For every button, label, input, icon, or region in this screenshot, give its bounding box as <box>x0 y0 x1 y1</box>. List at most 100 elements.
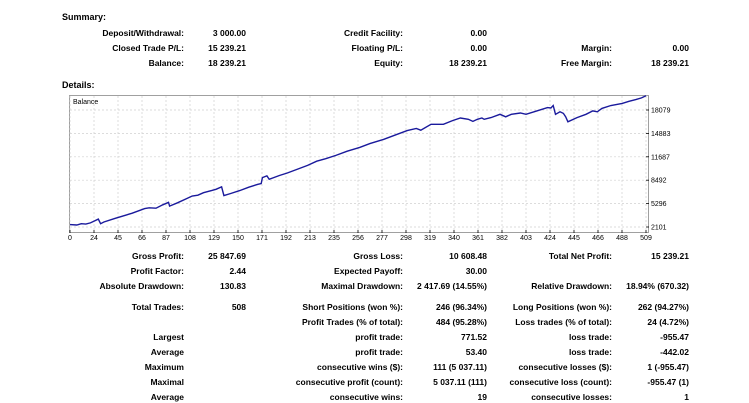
summary-label-equity: Equity: <box>374 58 403 68</box>
summary-value-deposit: 3 000.00 <box>212 28 246 38</box>
detail-label-average-2: Average <box>150 392 184 402</box>
summary-label-floating: Floating P/L: <box>351 43 403 53</box>
detail-label-net-profit: Total Net Profit: <box>548 251 612 261</box>
detail-label-max-consec-wins: consecutive wins ($): <box>317 362 403 372</box>
detail-value-largest-loss: -955.47 <box>660 332 689 342</box>
detail-label-profit-trades: Profit Trades (% of total): <box>301 317 403 327</box>
detail-value-abs-drawdown: 130.83 <box>220 281 246 291</box>
detail-label-max-drawdown: Maximal Drawdown: <box>321 281 403 291</box>
y-tick-label: 14883 <box>651 131 671 138</box>
detail-label-long-positions: Long Positions (won %): <box>512 302 612 312</box>
detail-value-average-profit: 53.40 <box>465 347 487 357</box>
x-tick-label: 424 <box>544 235 556 242</box>
detail-label-maximum: Maximum <box>144 362 184 372</box>
detail-value-total-trades: 508 <box>231 302 246 312</box>
summary-label-credit: Credit Facility: <box>343 28 403 38</box>
detail-label-maximal-consec-loss: consecutive loss (count): <box>509 377 613 387</box>
x-tick-label: 382 <box>496 235 508 242</box>
x-tick-label: 150 <box>232 235 244 242</box>
detail-label-average-profit: profit trade: <box>355 347 403 357</box>
x-tick-label: 171 <box>256 235 268 242</box>
x-tick-label: 445 <box>568 235 580 242</box>
detail-value-avg-consec-losses: 1 <box>684 392 689 402</box>
x-tick-label: 45 <box>114 235 122 242</box>
detail-label-largest: Largest <box>153 332 184 342</box>
detail-value-short-positions: 246 (96.34%) <box>435 302 487 312</box>
y-tick-label: 2101 <box>651 225 667 232</box>
y-tick-label: 5296 <box>651 201 667 208</box>
detail-value-net-profit: 15 239.21 <box>651 251 689 261</box>
x-tick-label: 298 <box>400 235 412 242</box>
x-tick-label: 66 <box>138 235 146 242</box>
x-tick-label: 488 <box>616 235 628 242</box>
y-tick-label: 8492 <box>651 178 667 185</box>
detail-label-gross-profit: Gross Profit: <box>132 251 184 261</box>
detail-label-average: Average <box>150 347 184 357</box>
detail-value-gross-loss: 10 608.48 <box>449 251 487 261</box>
x-tick-label: 509 <box>640 235 652 242</box>
detail-value-avg-consec-wins: 19 <box>477 392 487 402</box>
x-tick-label: 87 <box>162 235 170 242</box>
detail-value-maximal-consec-profit: 5 037.11 (111) <box>433 377 487 387</box>
x-tick-label: 277 <box>376 235 388 242</box>
x-tick-label: 361 <box>472 235 484 242</box>
detail-label-avg-consec-wins: consecutive wins: <box>329 392 403 402</box>
x-tick-label: 235 <box>328 235 340 242</box>
detail-value-profit-factor: 2.44 <box>229 266 246 276</box>
detail-label-gross-loss: Gross Loss: <box>353 251 403 261</box>
detail-value-average-loss: -442.02 <box>660 347 689 357</box>
summary-value-margin: 0.00 <box>672 43 689 53</box>
x-tick-label: 192 <box>280 235 292 242</box>
detail-label-rel-drawdown: Relative Drawdown: <box>531 281 612 291</box>
x-tick-label: 256 <box>352 235 364 242</box>
x-tick-label: 24 <box>90 235 98 242</box>
detail-label-total-trades: Total Trades: <box>131 302 184 312</box>
detail-label-maximal-consec-profit: consecutive profit (count): <box>295 377 403 387</box>
summary-label-balance: Balance: <box>148 58 184 68</box>
summary-label-margin: Margin: <box>581 43 612 53</box>
detail-value-loss-trades: 24 (4.72%) <box>647 317 689 327</box>
detail-value-rel-drawdown: 18.94% (670.32) <box>626 281 689 291</box>
detail-label-max-consec-losses: consecutive losses ($): <box>518 362 612 372</box>
chart-legend-label: Balance <box>73 99 98 106</box>
summary-value-closed-pl: 15 239.21 <box>208 43 246 53</box>
summary-value-free-margin: 18 239.21 <box>651 58 689 68</box>
detail-value-max-consec-wins: 111 (5 037.11) <box>433 362 487 372</box>
x-tick-label: 403 <box>520 235 532 242</box>
y-tick-label: 18079 <box>651 108 671 115</box>
details-title: Details: <box>62 80 95 90</box>
detail-label-short-positions: Short Positions (won %): <box>302 302 403 312</box>
summary-value-equity: 18 239.21 <box>449 58 487 68</box>
detail-value-maximal-consec-loss: -955.47 (1) <box>647 377 689 387</box>
detail-label-profit-factor: Profit Factor: <box>130 266 184 276</box>
detail-label-loss-trades: Loss trades (% of total): <box>515 317 612 327</box>
x-tick-label: 340 <box>448 235 460 242</box>
detail-label-expected-payoff: Expected Payoff: <box>334 266 403 276</box>
summary-label-deposit: Deposit/Withdrawal: <box>102 28 184 38</box>
detail-value-profit-trades: 484 (95.28%) <box>435 317 487 327</box>
summary-value-credit: 0.00 <box>470 28 487 38</box>
x-tick-label: 319 <box>424 235 436 242</box>
detail-label-average-loss: loss trade: <box>569 347 612 357</box>
summary-value-balance: 18 239.21 <box>208 58 246 68</box>
detail-value-max-consec-losses: 1 (-955.47) <box>647 362 689 372</box>
detail-label-largest-loss: loss trade: <box>569 332 612 342</box>
x-tick-label: 0 <box>68 235 72 242</box>
detail-label-avg-consec-losses: consecutive losses: <box>531 392 612 402</box>
x-tick-label: 129 <box>208 235 220 242</box>
detail-label-maximal: Maximal <box>150 377 184 387</box>
summary-label-closed-pl: Closed Trade P/L: <box>112 43 184 53</box>
detail-value-largest-profit: 771.52 <box>461 332 487 342</box>
detail-label-largest-profit: profit trade: <box>355 332 403 342</box>
summary-label-free-margin: Free Margin: <box>560 58 612 68</box>
x-tick-label: 466 <box>592 235 604 242</box>
summary-value-floating: 0.00 <box>470 43 487 53</box>
summary-title: Summary: <box>62 12 107 22</box>
detail-label-abs-drawdown: Absolute Drawdown: <box>99 281 184 291</box>
detail-value-expected-payoff: 30.00 <box>465 266 487 276</box>
x-tick-label: 213 <box>304 235 316 242</box>
detail-value-long-positions: 262 (94.27%) <box>637 302 689 312</box>
x-tick-label: 108 <box>184 235 196 242</box>
detail-value-max-drawdown: 2 417.69 (14.55%) <box>417 281 487 291</box>
